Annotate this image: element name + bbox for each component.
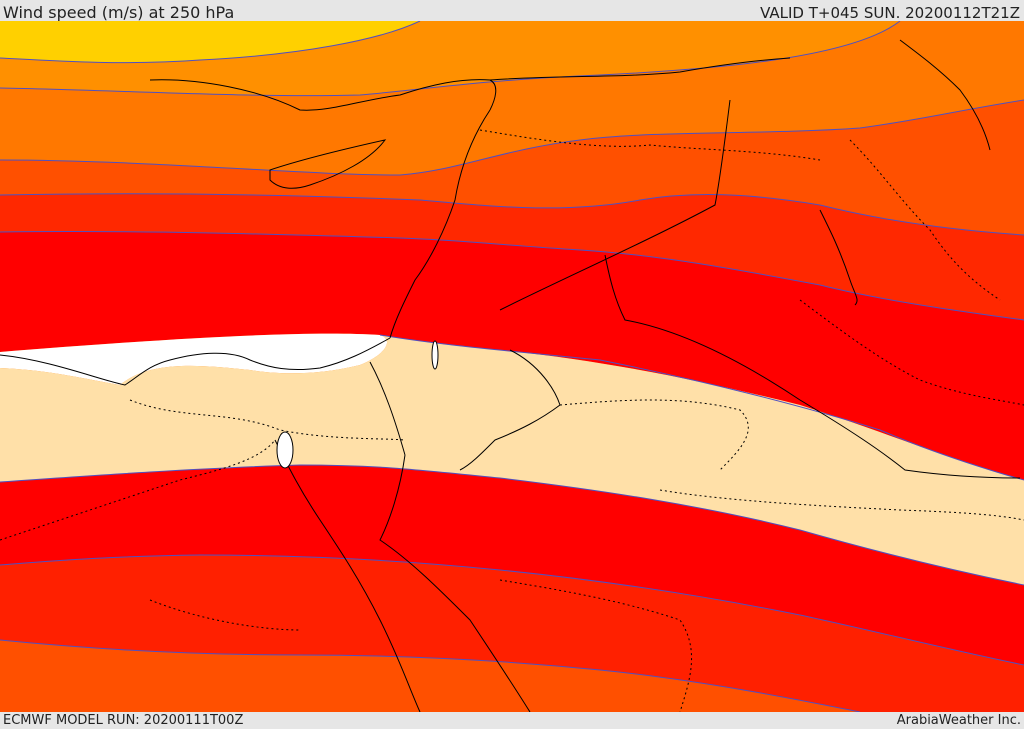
model-run-label: ECMWF MODEL RUN: 20200111T00Z	[3, 713, 244, 728]
border	[369, 361, 406, 456]
contour	[0, 21, 901, 97]
band-orange-2	[0, 100, 1024, 235]
contour	[0, 554, 1024, 666]
map-panel	[0, 21, 1024, 712]
band-orange-3	[0, 640, 860, 712]
border	[849, 139, 1001, 301]
band-yellow	[0, 21, 420, 63]
egypt-coast	[0, 337, 391, 386]
cyprus-coast	[269, 139, 387, 189]
lake	[276, 431, 294, 469]
dotted-borders	[0, 129, 1024, 712]
border	[499, 99, 731, 311]
border	[479, 129, 821, 161]
footer-bar: ECMWF MODEL RUN: 20200111T00Z ArabiaWeat…	[0, 712, 1024, 729]
credit-label: ArabiaWeather Inc.	[896, 713, 1021, 728]
contour	[0, 193, 1024, 236]
red-sea-coast	[379, 454, 531, 712]
gulf-coast	[819, 209, 858, 306]
contour-lines	[0, 21, 1024, 712]
contour	[0, 464, 1024, 586]
wind-speed-map	[0, 21, 1024, 712]
calm-area	[0, 333, 388, 385]
title-bar: Wind speed (m/s) at 250 hPa VALID T+045 …	[0, 0, 1024, 22]
border	[604, 254, 1021, 479]
levant-coast	[389, 109, 491, 339]
border	[0, 439, 276, 541]
contour	[0, 231, 1024, 321]
border	[149, 599, 301, 631]
contour	[0, 639, 861, 712]
band-amber	[0, 21, 900, 96]
contour	[379, 334, 1024, 481]
coastline	[149, 79, 497, 111]
band-red-north	[0, 231, 1024, 480]
band-low	[0, 335, 1024, 585]
border	[489, 57, 791, 81]
coastlines	[0, 39, 1021, 712]
band-redorange-2	[0, 555, 1024, 712]
band-orange-1	[0, 21, 1024, 175]
border	[499, 579, 692, 712]
coastline	[899, 39, 991, 151]
band-redorange-1	[0, 193, 1024, 320]
valid-time-label: VALID T+045 SUN. 20200112T21Z	[760, 4, 1020, 22]
contour	[0, 99, 1024, 176]
border	[129, 399, 406, 441]
map-title: Wind speed (m/s) at 250 hPa	[3, 3, 235, 22]
border	[459, 349, 561, 471]
contour	[0, 21, 421, 64]
red-sea-coast	[274, 439, 421, 712]
band-red-south	[0, 465, 1024, 665]
dead-sea	[431, 340, 439, 370]
